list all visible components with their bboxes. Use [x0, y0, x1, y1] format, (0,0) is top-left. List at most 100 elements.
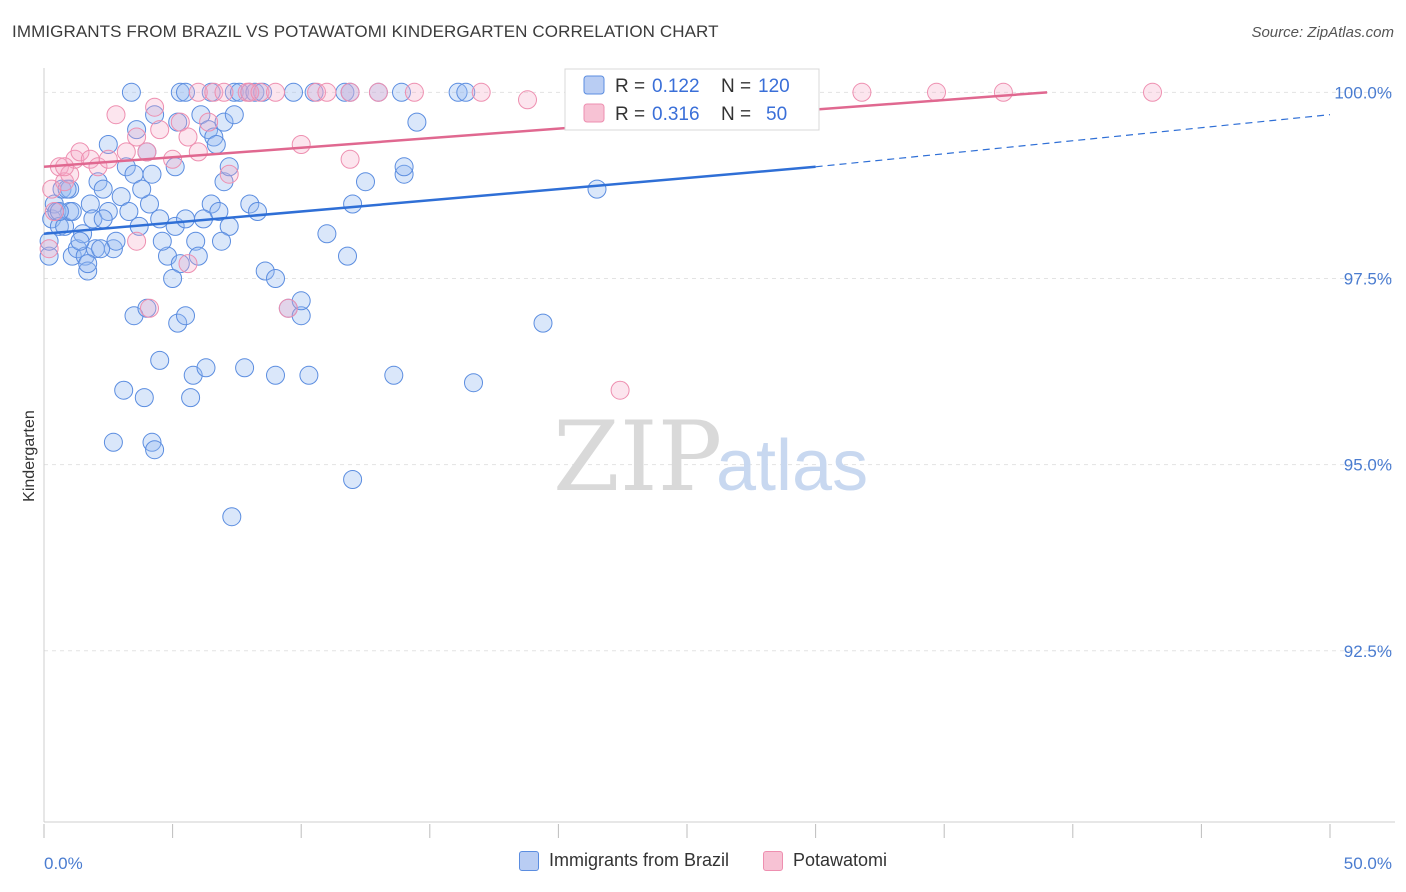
legend-label-brazil: Immigrants from Brazil [548, 850, 729, 870]
point-0-52 [150, 350, 170, 370]
point-0-58 [235, 358, 255, 378]
legend-r-value-2: 0.316 [652, 104, 700, 125]
point-0-104 [119, 202, 139, 221]
y-axis-label: Kindergarten [21, 410, 38, 502]
point-0-45 [338, 246, 357, 266]
point-0-49 [407, 112, 427, 132]
point-0-47 [356, 172, 375, 192]
point-0-41 [266, 269, 285, 288]
legend-swatch-brazil [518, 850, 539, 871]
legend-swatch-blue [583, 75, 605, 95]
point-1-25 [127, 231, 147, 251]
legend-label-potawatomi: Potawatomi [792, 850, 888, 870]
point-0-13 [75, 246, 95, 266]
point-0-14 [78, 261, 98, 281]
point-0-0 [39, 246, 59, 266]
point-1-20 [188, 142, 208, 162]
data-points [39, 82, 1162, 527]
point-0-71 [299, 365, 319, 385]
point-0-116 [132, 179, 152, 199]
point-0-88 [224, 82, 244, 102]
point-1-16 [150, 120, 170, 140]
point-1-41 [404, 82, 424, 102]
point-1-18 [170, 112, 190, 132]
point-1-30 [188, 82, 208, 102]
point-0-48 [394, 164, 414, 184]
point-0-83 [224, 105, 244, 125]
point-0-73 [587, 179, 607, 199]
point-0-106 [57, 179, 77, 199]
point-0-110 [106, 231, 126, 251]
correlation-legend: R = 0.122 N = 120 R = 0.316 N = 50 [564, 68, 820, 131]
point-0-69 [343, 470, 363, 489]
point-0-62 [181, 388, 201, 408]
point-0-99 [448, 82, 468, 102]
point-0-105 [140, 194, 159, 214]
point-1-0 [39, 239, 59, 259]
point-1-38 [317, 82, 337, 102]
point-0-53 [163, 269, 183, 288]
point-1-2 [44, 202, 64, 221]
y-tick-label-1: 95.0% [1344, 456, 1392, 475]
point-0-80 [204, 127, 224, 147]
watermark-atlas: atlas [716, 426, 868, 506]
legend-n-value-1: 120 [758, 76, 790, 97]
point-0-89 [230, 82, 249, 102]
y-tick-label-0: 92.5% [1344, 642, 1392, 661]
legend-n-label-2: N = [721, 104, 751, 125]
point-1-10 [98, 149, 118, 169]
point-1-39 [340, 82, 360, 102]
legend-frame [564, 68, 820, 131]
legend-swatch-pink [583, 103, 605, 123]
point-0-82 [214, 112, 234, 132]
point-0-86 [121, 82, 141, 102]
point-0-16 [83, 209, 103, 229]
point-0-40 [255, 261, 275, 281]
legend-r-value-1: 0.122 [652, 76, 700, 97]
legend-swatch-potawatomi [762, 850, 783, 871]
point-0-27 [142, 164, 162, 184]
point-0-93 [284, 82, 303, 102]
point-0-67 [464, 373, 483, 393]
point-0-118 [212, 231, 231, 251]
trend-line-potawatomi [43, 91, 1048, 169]
point-0-19 [93, 179, 113, 199]
point-1-34 [240, 82, 260, 102]
point-0-113 [248, 202, 267, 221]
point-0-54 [168, 313, 188, 333]
point-1-24 [340, 149, 360, 169]
point-0-100 [456, 82, 476, 102]
point-1-32 [214, 82, 234, 102]
legend-n-value-2: 50 [766, 104, 787, 125]
point-1-11 [106, 105, 126, 125]
point-1-47 [993, 82, 1013, 102]
x-tick-label-min: 0.0% [44, 854, 83, 873]
point-0-6 [52, 179, 72, 199]
legend-item-potawatomi: Potawatomi [762, 850, 888, 871]
legend-r-label-1: R = [615, 76, 645, 97]
point-0-76 [145, 105, 165, 125]
point-0-57 [196, 358, 216, 378]
trend-lines [43, 91, 1331, 236]
point-1-15 [145, 97, 165, 117]
point-0-81 [206, 135, 226, 154]
series-legend: Immigrants from Brazil Potawatomi [0, 850, 1406, 871]
point-0-119 [91, 239, 111, 259]
point-0-68 [533, 313, 553, 333]
y-tick-label-3: 100.0% [1334, 83, 1392, 102]
x-tick-label-max: 50.0% [1344, 854, 1392, 873]
point-0-39 [240, 194, 260, 214]
point-1-37 [307, 82, 327, 102]
point-0-46 [343, 194, 363, 214]
legend-item-brazil: Immigrants from Brazil [518, 850, 729, 871]
point-0-111 [152, 231, 172, 251]
point-0-70 [222, 507, 242, 527]
point-0-59 [266, 365, 285, 385]
chart-title: IMMIGRANTS FROM BRAZIL VS POTAWATOMI KIN… [12, 22, 719, 41]
point-1-43 [518, 90, 537, 110]
point-1-7 [70, 142, 90, 162]
point-0-114 [219, 157, 239, 177]
point-0-33 [186, 231, 206, 251]
chart-source: Source: ZipAtlas.com [1251, 24, 1394, 41]
